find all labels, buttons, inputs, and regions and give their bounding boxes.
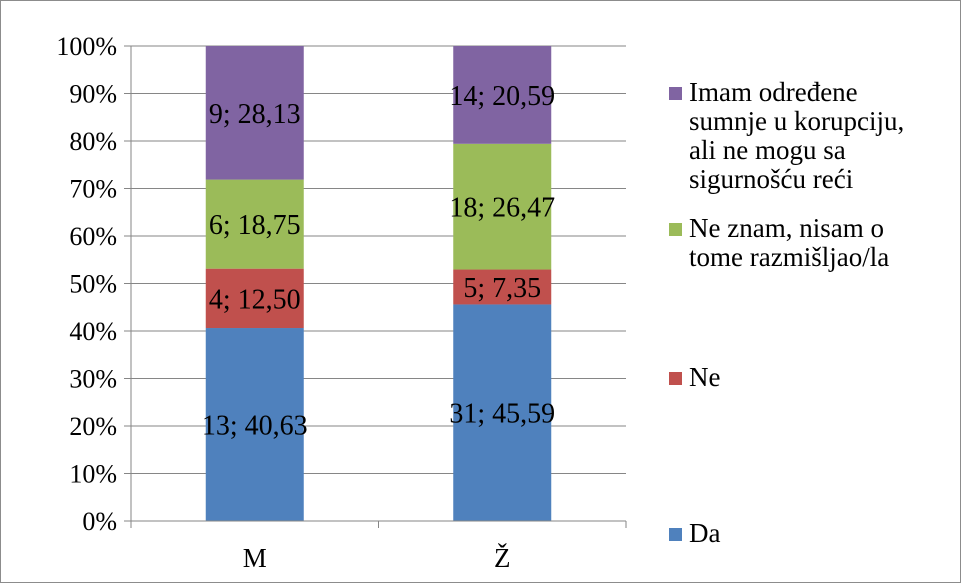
legend-swatch bbox=[669, 372, 682, 385]
data-label: 14; 20,59 bbox=[449, 81, 555, 112]
legend-label: Ne znam, nisam o bbox=[689, 213, 884, 243]
bar-segment bbox=[453, 269, 552, 305]
bar-segment bbox=[453, 46, 552, 144]
y-tick-label: 70% bbox=[69, 175, 117, 204]
bar-segment bbox=[205, 328, 304, 521]
data-label: 18; 26,47 bbox=[449, 193, 555, 224]
legend-label: sigurnošću reći bbox=[689, 164, 853, 194]
data-label: 9; 28,13 bbox=[209, 99, 301, 130]
y-tick-label: 10% bbox=[69, 460, 117, 489]
data-label: 5; 7,35 bbox=[463, 273, 541, 304]
legend-swatch bbox=[669, 223, 682, 236]
bar-segment bbox=[205, 46, 304, 180]
data-label: 6; 18,75 bbox=[209, 210, 301, 241]
data-label: 13; 40,63 bbox=[202, 411, 308, 442]
legend-label: Ne bbox=[689, 362, 720, 392]
bar-segment bbox=[453, 143, 552, 270]
legend-label: ali ne mogu sa bbox=[689, 135, 846, 165]
bar-segment bbox=[205, 179, 304, 269]
y-tick-label: 100% bbox=[56, 32, 117, 61]
data-label: 4; 12,50 bbox=[209, 284, 301, 315]
x-category-label: M bbox=[243, 543, 267, 573]
bars bbox=[205, 46, 552, 521]
legend-swatch bbox=[669, 528, 682, 541]
legend-label: Da bbox=[689, 518, 720, 548]
y-tick-label: 90% bbox=[69, 80, 117, 109]
y-tick-label: 0% bbox=[82, 507, 117, 536]
y-tick-label: 60% bbox=[69, 222, 117, 251]
legend-swatch bbox=[669, 87, 682, 100]
y-tick-label: 30% bbox=[69, 365, 117, 394]
axes: 0% 10% 20% 30% 40% 50% 60% 70% 80% 90% 100% M Ž bbox=[56, 32, 627, 573]
bar-segment bbox=[453, 304, 552, 521]
legend-label: Imam određene bbox=[689, 77, 858, 107]
data-label: 31; 45,59 bbox=[449, 399, 555, 430]
y-tick-label: 20% bbox=[69, 412, 117, 441]
y-tick-label: 80% bbox=[69, 127, 117, 156]
x-category-label: Ž bbox=[494, 543, 511, 573]
y-tick-label: 50% bbox=[69, 270, 117, 299]
y-tick-label: 40% bbox=[69, 317, 117, 346]
bar-segment bbox=[205, 268, 304, 329]
data-labels: 13; 40,63 4; 12,50 6; 18,75 9; 28,13 31; 45,… bbox=[202, 81, 555, 442]
legend-label: sumnje u korupciju, bbox=[689, 106, 904, 136]
legend-label: tome razmišljao/la bbox=[689, 242, 889, 272]
